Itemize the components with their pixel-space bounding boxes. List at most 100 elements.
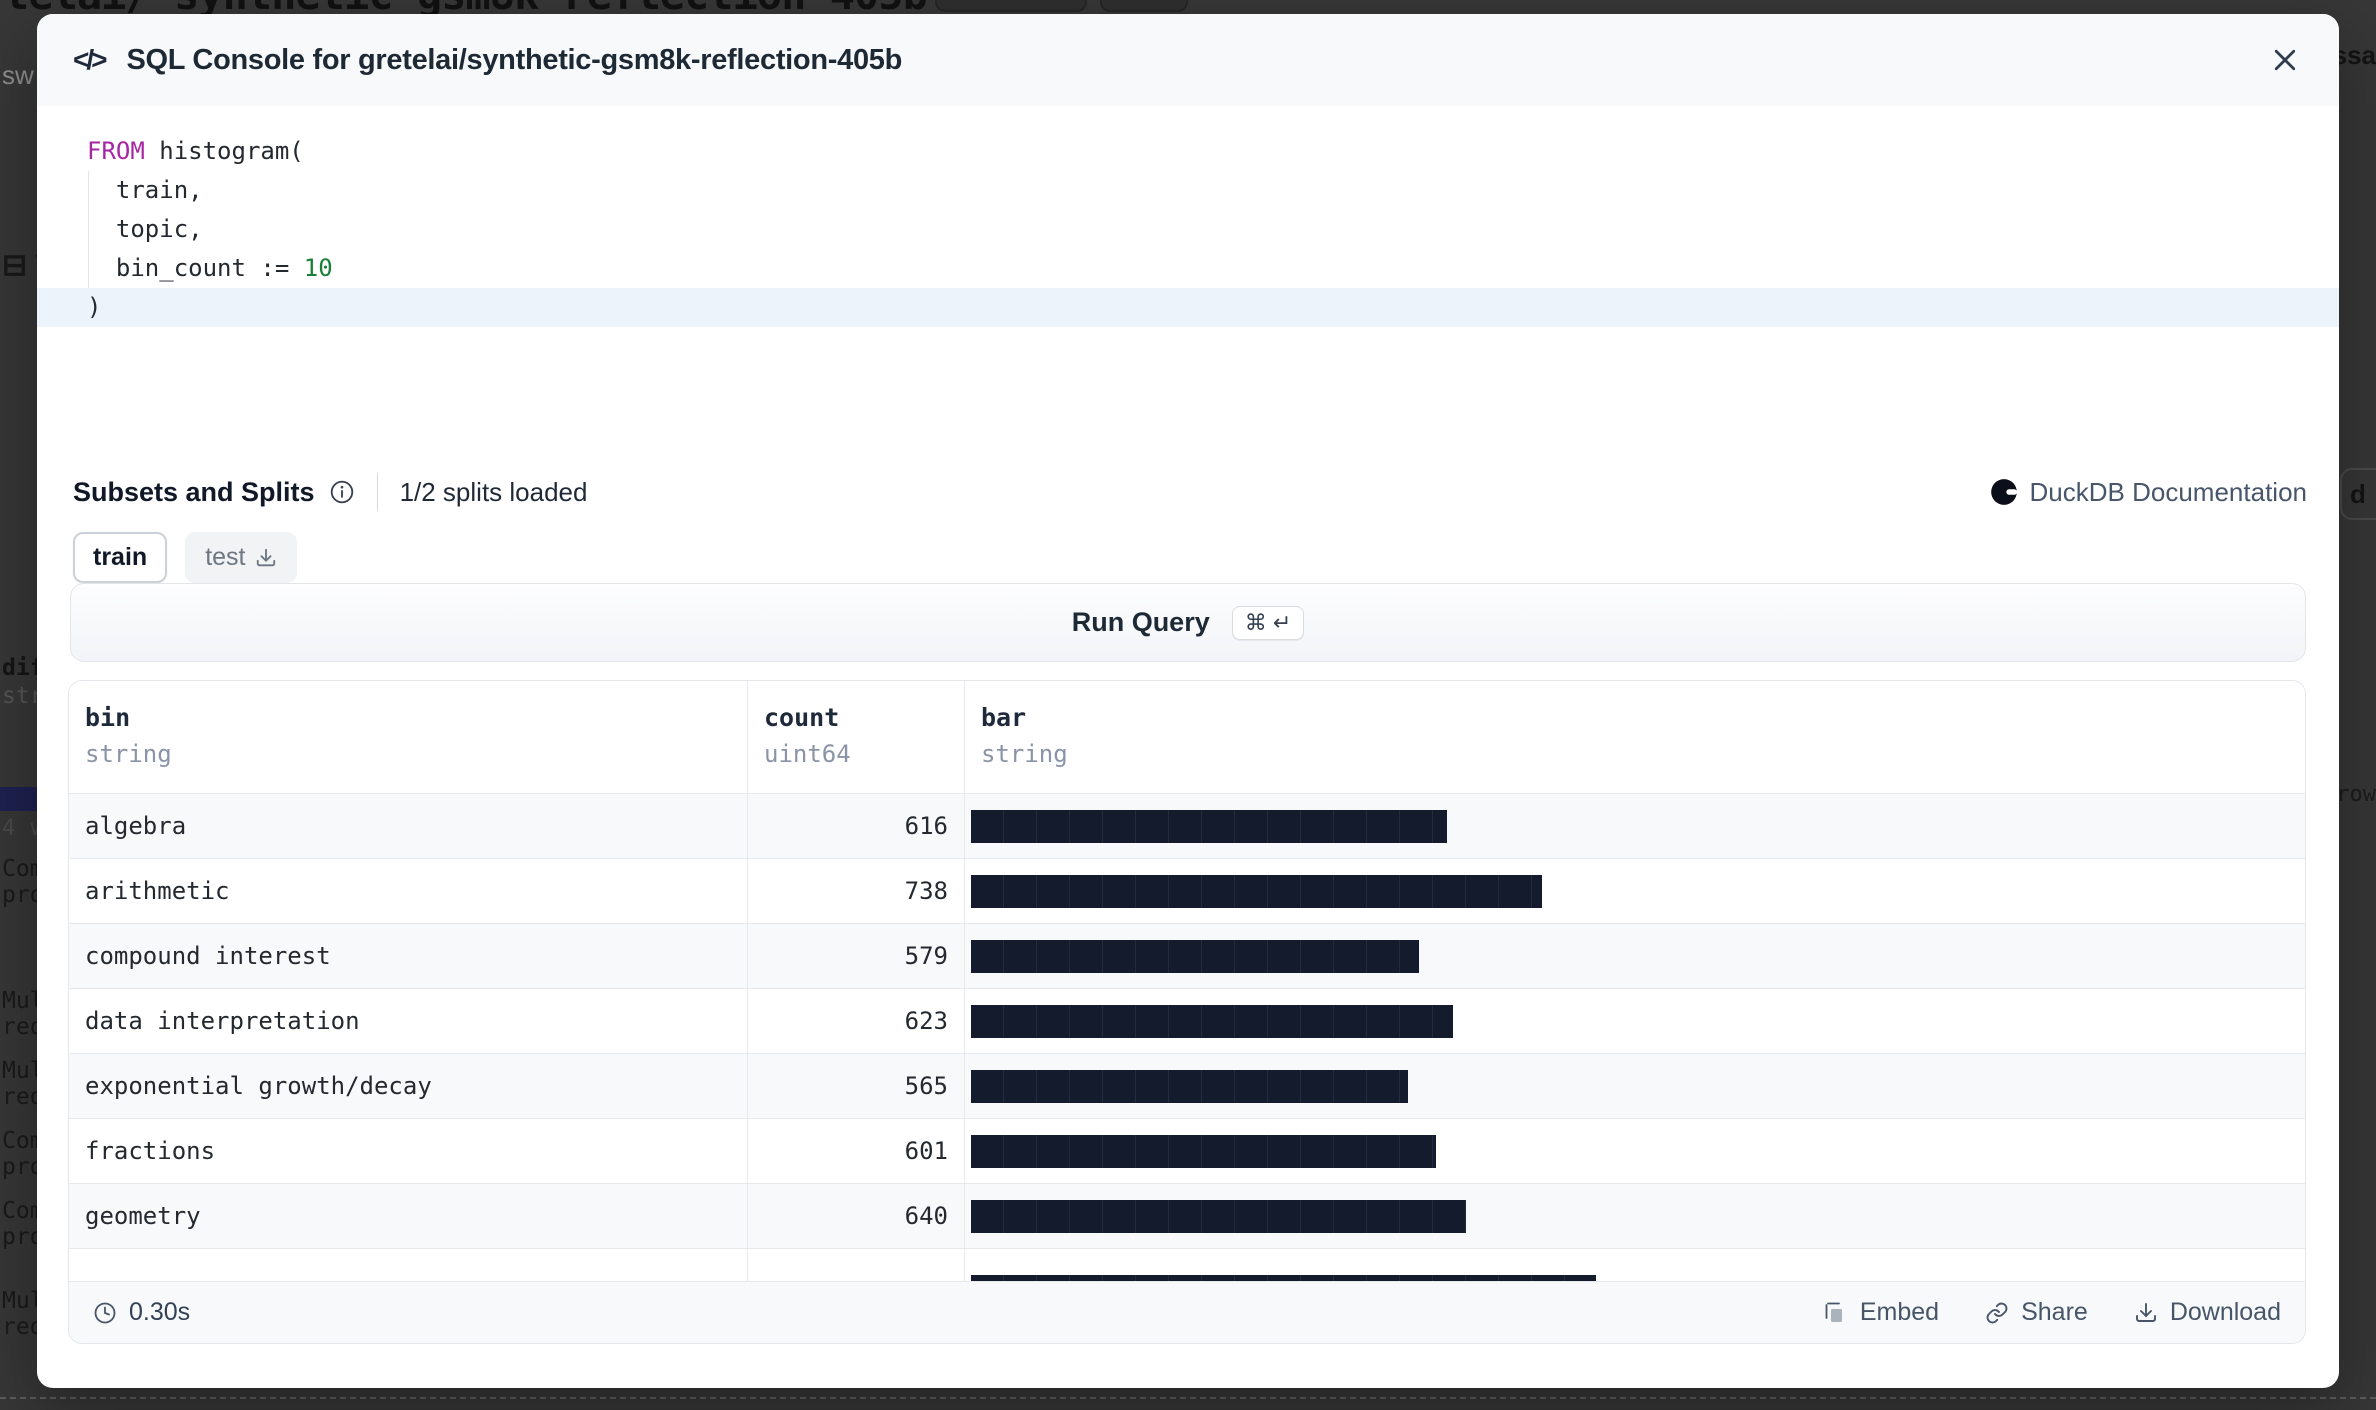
separator [376, 473, 378, 511]
cell-bar [964, 1119, 2305, 1183]
column-header-bar: bar string [964, 681, 2305, 793]
column-type: uint64 [764, 740, 851, 768]
cell-bar [964, 924, 2305, 988]
download-button[interactable]: Download [2134, 1298, 2281, 1327]
histogram-bar [971, 940, 1419, 973]
background-fragment: Com [2, 1198, 44, 1224]
code-token: ) [87, 293, 102, 321]
cell-count: 623 [747, 989, 964, 1053]
splits-row: train test [73, 532, 298, 583]
code-token: FROM [87, 137, 145, 165]
embed-icon [1825, 1302, 1842, 1322]
cell-count: 601 [747, 1119, 964, 1183]
subsets-heading: Subsets and Splits [73, 476, 315, 507]
histogram-bar [971, 810, 1447, 843]
background-fragment: pro [2, 1224, 44, 1250]
table-row: algebra 616 [69, 794, 2305, 859]
background-fragment: dif [2, 655, 44, 681]
split-button-test[interactable]: test [185, 532, 298, 583]
results-table[interactable]: bin string count uint64 bar string algeb… [68, 680, 2306, 1344]
sql-code-editor[interactable]: FROM histogram( train, topic, bin_count … [37, 132, 2339, 327]
histogram-bar [971, 1200, 1466, 1233]
cell-count: 738 [747, 859, 964, 923]
background-fragment: pro [2, 1154, 44, 1180]
histogram-bar [971, 1135, 1436, 1168]
code-line: bin_count := 10 [37, 249, 2339, 288]
histogram-bar [971, 875, 1542, 908]
code-line: train, [37, 171, 2339, 210]
embed-button[interactable]: Embed [1824, 1298, 1939, 1327]
cell-count [747, 1249, 964, 1283]
column-name: bin [85, 703, 131, 732]
cell-count: 640 [747, 1184, 964, 1248]
query-duration: 0.30s [93, 1298, 190, 1327]
split-test-label: test [205, 543, 246, 571]
split-train-label: train [93, 543, 148, 571]
histogram-bar [971, 1005, 1453, 1038]
duckdb-logo-icon [1990, 479, 2017, 505]
table-body: algebra 616 arithmetic 738 compound interest… [69, 794, 2305, 1283]
background-fragment: pro [2, 882, 44, 908]
subsets-and-splits-row: Subsets and Splits 1/2 splits loaded Duc… [73, 470, 2307, 514]
run-query-label: Run Query [1071, 607, 1210, 637]
link-icon [1986, 1302, 2008, 1323]
cell-bin: fractions [85, 1137, 216, 1165]
code-token: 10 [303, 254, 333, 282]
cell-bar [964, 1054, 2305, 1118]
column-type: string [981, 740, 1068, 768]
background-count-badge [1100, 0, 1188, 12]
column-type: string [85, 740, 172, 768]
code-line: ) [37, 288, 2339, 327]
cell-bar [964, 1249, 2305, 1283]
cell-bin: exponential growth/decay [85, 1072, 432, 1100]
download-icon [2135, 1302, 2156, 1322]
cell-count: 616 [747, 794, 964, 858]
table-row: fractions 601 [69, 1119, 2305, 1184]
cell-count: 565 [747, 1054, 964, 1118]
background-fragment: Mul [2, 1058, 44, 1084]
background-dashed-divider [0, 1397, 2376, 1399]
cell-bin: geometry [85, 1202, 201, 1230]
run-query-button[interactable]: Run Query ⌘ ↵ [70, 583, 2306, 662]
table-row: arithmetic 738 [69, 859, 2305, 924]
background-like-button [935, 0, 1087, 12]
cell-bar [964, 989, 2305, 1053]
background-fragment: 4 ∨ [2, 816, 42, 841]
background-selected-row [0, 787, 37, 811]
background-fragment: Com [2, 856, 44, 882]
duration-value: 0.30s [129, 1298, 191, 1326]
background-fragment: sw [2, 60, 34, 90]
code-icon: </> [73, 44, 108, 75]
cell-count: 579 [747, 924, 964, 988]
cell-bin: algebra [85, 812, 187, 840]
cell-bar [964, 1184, 2305, 1248]
duckdb-documentation-label: DuckDB Documentation [2029, 476, 2307, 507]
download-label: Download [2169, 1298, 2281, 1326]
share-label: Share [2021, 1298, 2088, 1326]
column-header-count: count uint64 [747, 681, 964, 793]
split-button-train[interactable]: train [73, 532, 168, 583]
table-row: compound interest 579 [69, 924, 2305, 989]
table-row: geometry 640 [69, 1184, 2305, 1249]
share-button[interactable]: Share [1985, 1298, 2088, 1327]
table-header: bin string count uint64 bar string [69, 681, 2305, 794]
histogram-bar [971, 1275, 1596, 1283]
cell-bin: data interpretation [85, 1007, 360, 1035]
table-row: exponential growth/decay 565 [69, 1054, 2305, 1119]
table-footer: 0.30s Embed Share [69, 1281, 2305, 1343]
duckdb-documentation-link[interactable]: DuckDB Documentation [1990, 477, 2307, 508]
column-name: count [764, 703, 840, 732]
info-icon[interactable] [329, 479, 355, 505]
sql-console-modal: </> SQL Console for gretelai/synthetic-g… [37, 14, 2339, 1388]
background-button-fragment: d [2340, 468, 2376, 520]
close-icon[interactable] [2267, 42, 2303, 78]
column-name: bar [981, 703, 1027, 732]
footer-actions: Embed Share Download [1824, 1298, 2281, 1327]
embed-label: Embed [1859, 1298, 1940, 1326]
background-fragment: req [2, 1084, 44, 1110]
cell-bin [69, 1249, 747, 1283]
background-fragment: Mul [2, 1288, 44, 1314]
histogram-bar [971, 1070, 1408, 1103]
modal-title: SQL Console for gretelai/synthetic-gsm8k… [126, 43, 903, 76]
background-fragment: req [2, 1314, 44, 1340]
